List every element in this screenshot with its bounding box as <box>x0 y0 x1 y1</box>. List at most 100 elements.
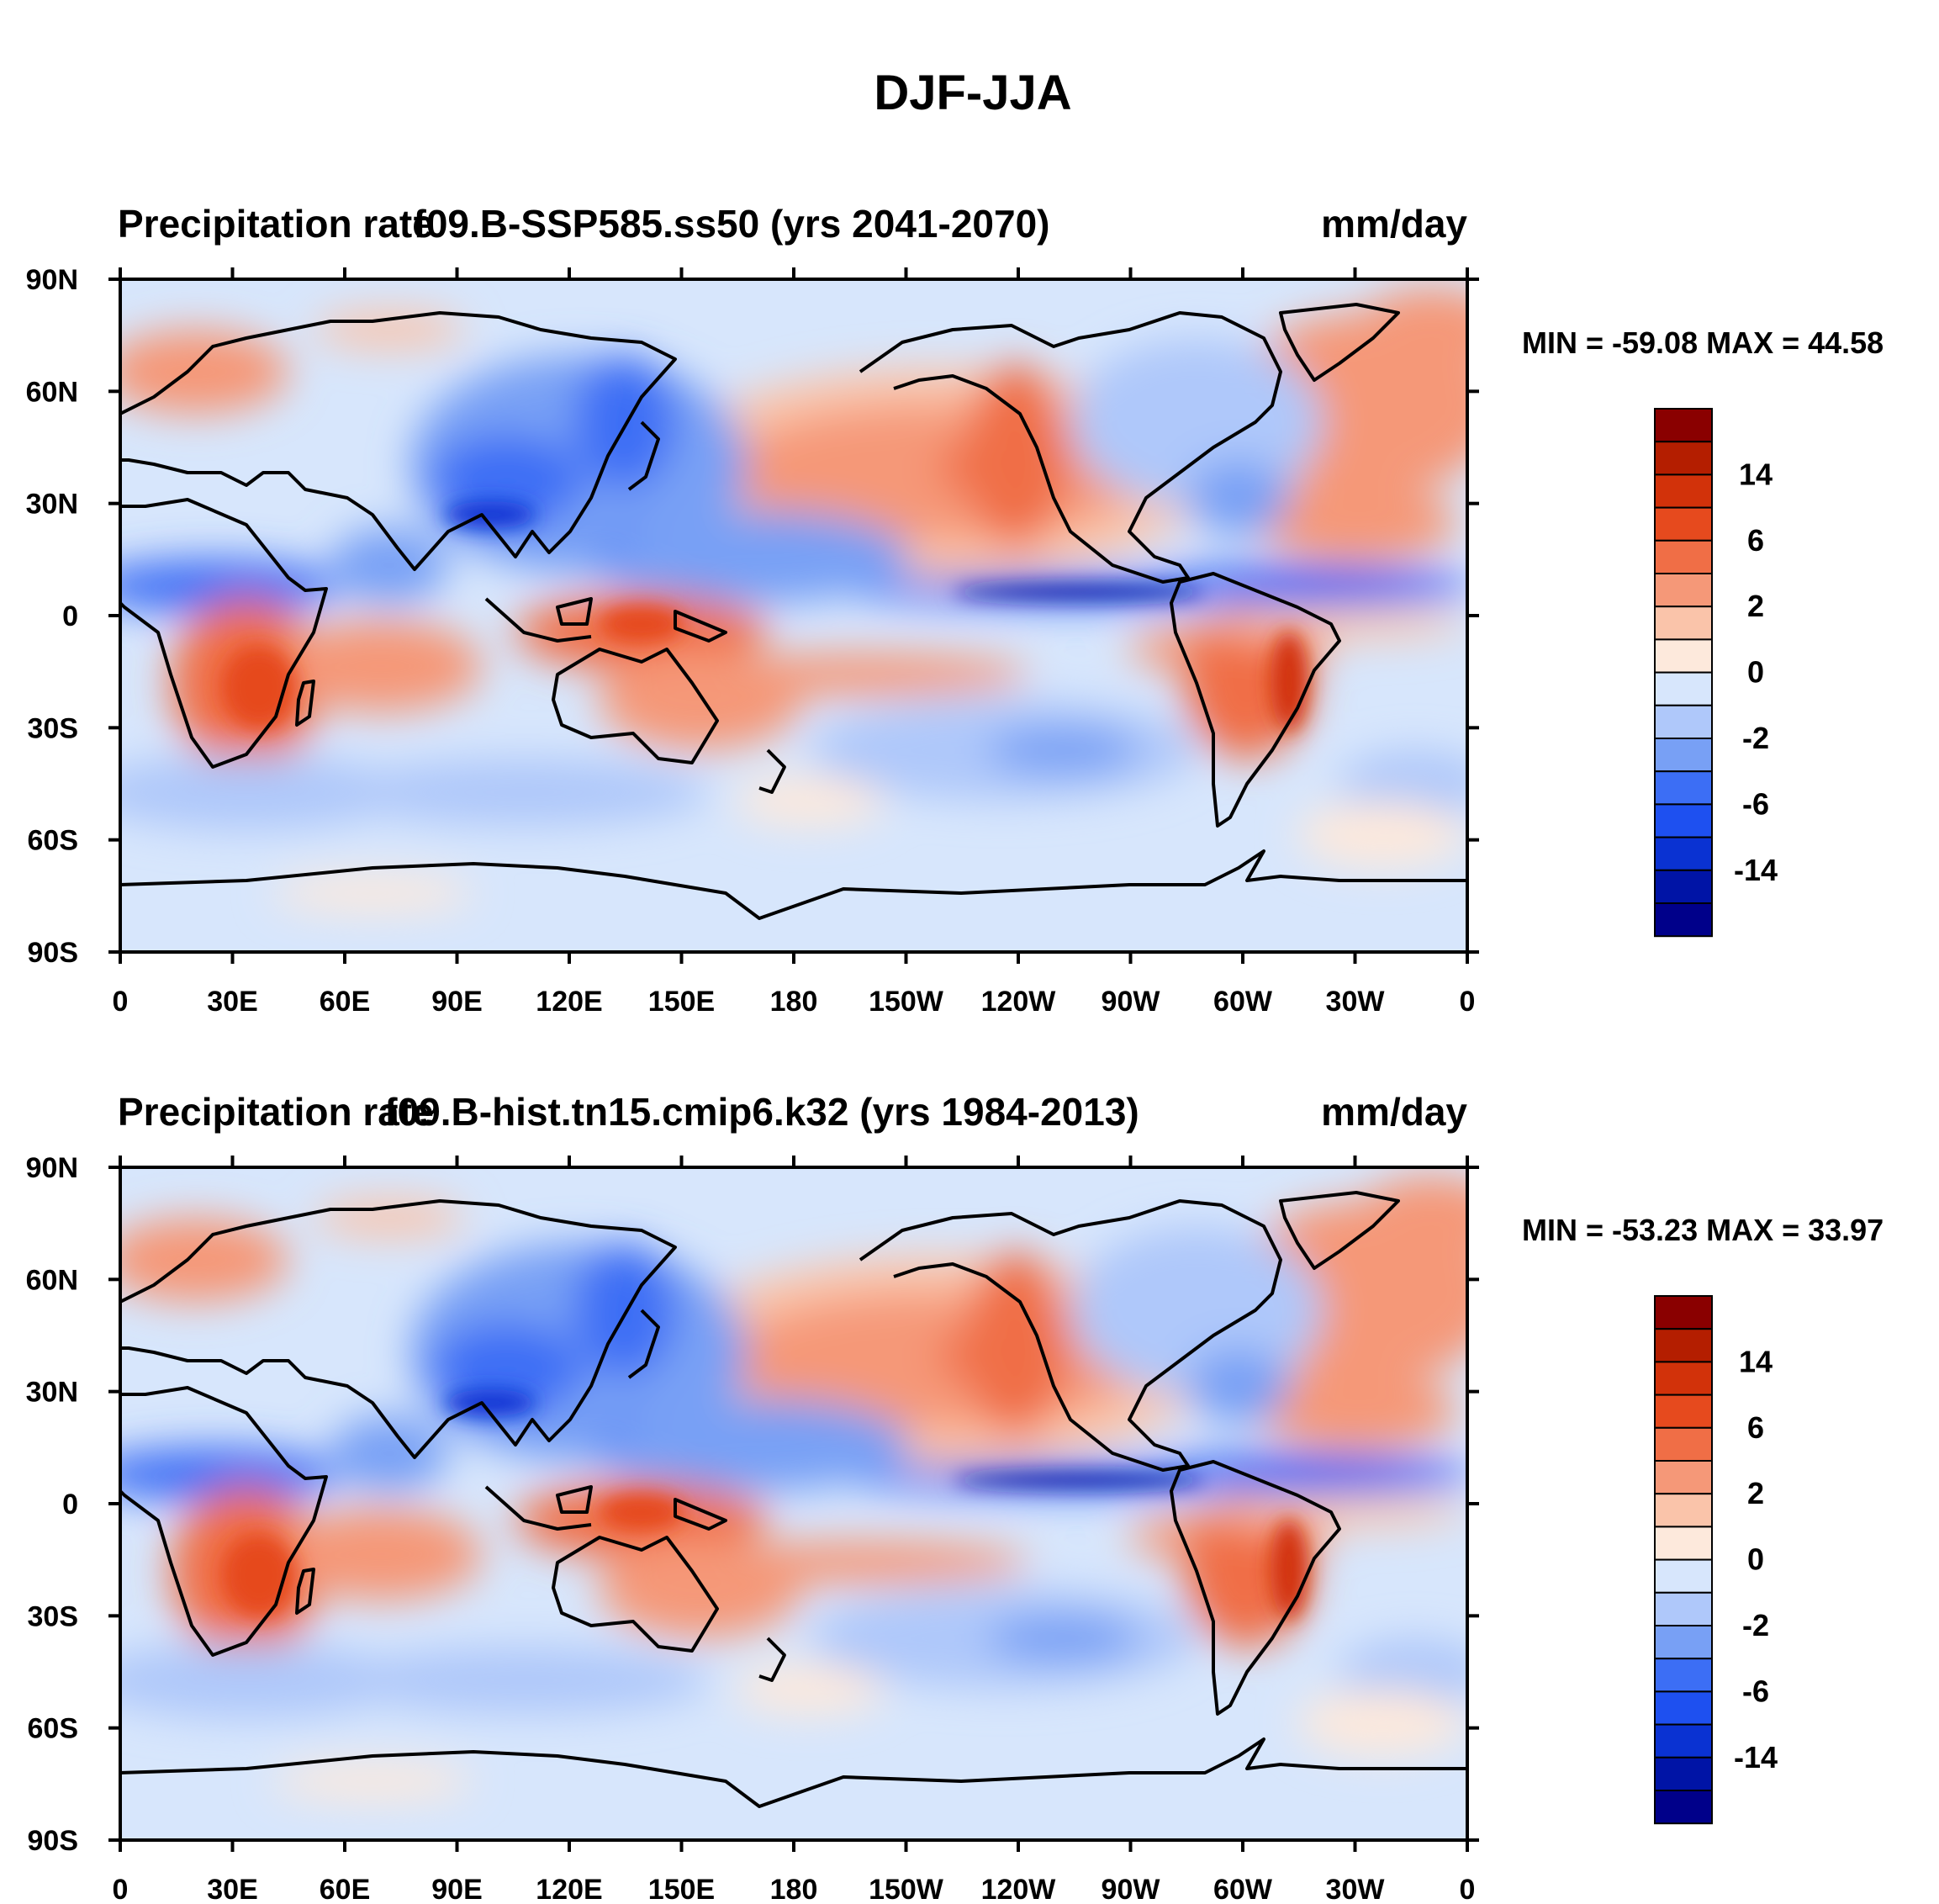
lon-label-top: 30E <box>207 986 258 1018</box>
colorbar-label-bottom: 6 <box>1747 1410 1764 1445</box>
lon-label-bottom: 150W <box>869 1874 944 1904</box>
lat-label-bottom: 90N <box>26 1152 78 1184</box>
lat-label-top: 0 <box>62 600 78 632</box>
lon-label-top: 150E <box>648 986 715 1018</box>
lon-label-bottom: 60W <box>1213 1874 1273 1904</box>
lat-axis-top: 90N 60N 30N 0 30S 60S 90S <box>26 264 1479 969</box>
lat-label-top: 90S <box>28 937 79 969</box>
lat-axis-bottom: 90N 60N 30N 0 30S 60S 90S <box>26 1152 1479 1857</box>
map-panel-top: Precipitation rate f09.B-SSP585.ss50 (yr… <box>26 202 1884 1018</box>
lon-label-top: 60E <box>320 986 371 1018</box>
lat-label-bottom: 60S <box>28 1713 79 1745</box>
colorbar-box-top <box>1654 606 1713 641</box>
colorbar-top: -14 -6 -2 0 2 6 14 <box>1654 408 1778 938</box>
colorbar-box-top <box>1654 738 1713 773</box>
colorbar-box-top <box>1654 539 1713 574</box>
colorbar-box-bottom <box>1654 1460 1713 1495</box>
lon-label-bottom: 90E <box>431 1874 483 1904</box>
colorbar-label-top: 14 <box>1739 457 1773 491</box>
colorbar-label-bottom: 2 <box>1747 1476 1764 1510</box>
colorbar-box-bottom <box>1654 1295 1713 1330</box>
colorbar-box-bottom <box>1654 1361 1713 1396</box>
figure-title: DJF-JJA <box>874 66 1071 120</box>
lon-label-top: 90W <box>1102 986 1161 1018</box>
lon-label-bottom: 30E <box>207 1874 258 1904</box>
colorbar-label-bottom: -6 <box>1742 1674 1769 1708</box>
colorbar-label-bottom: 0 <box>1747 1542 1764 1577</box>
panel-bottom-left-title: Precipitation rate <box>118 1090 434 1134</box>
colorbar-label-bottom: -2 <box>1742 1608 1769 1642</box>
colorbar-box-bottom <box>1654 1493 1713 1528</box>
lon-label-top: 150W <box>869 986 944 1018</box>
lon-label-top: 30W <box>1326 986 1386 1018</box>
colorbar-label-top: -14 <box>1734 853 1778 887</box>
panel-top-stats: MIN = -59.08 MAX = 44.58 <box>1522 325 1884 360</box>
panel-bottom-units: mm/day <box>1321 1090 1467 1134</box>
lon-label-bottom: 180 <box>770 1874 818 1904</box>
colorbar-box-bottom <box>1654 1526 1713 1561</box>
colorbar-label-top: -2 <box>1742 721 1769 755</box>
colorbar-box-top <box>1654 638 1713 674</box>
map-field-top <box>87 279 1508 952</box>
colorbar-label-top: 0 <box>1747 655 1764 690</box>
colorbar-label-bottom: 14 <box>1739 1344 1773 1378</box>
lon-label-bottom: 150E <box>648 1874 715 1904</box>
colorbar-box-top <box>1654 573 1713 608</box>
map-field-bottom <box>87 1167 1508 1840</box>
lon-label-top: 180 <box>770 986 818 1018</box>
colorbar-bottom: -14 -6 -2 0 2 6 14 <box>1654 1295 1778 1825</box>
colorbar-box-top <box>1654 869 1713 905</box>
colorbar-box-top <box>1654 473 1713 509</box>
lat-label-bottom: 90S <box>28 1825 79 1857</box>
lon-label-bottom: 0 <box>1460 1874 1476 1904</box>
colorbar-box-bottom <box>1654 1625 1713 1660</box>
panel-top-center-title: f09.B-SSP585.ss50 (yrs 2041-2070) <box>414 202 1050 246</box>
lat-label-top: 60S <box>28 825 79 857</box>
lat-label-bottom: 30N <box>26 1377 78 1409</box>
panel-top-units: mm/day <box>1321 202 1467 246</box>
lon-label-top: 60W <box>1213 986 1273 1018</box>
lon-label-top: 90E <box>431 986 483 1018</box>
lon-label-bottom: 90W <box>1102 1874 1161 1904</box>
colorbar-box-top <box>1654 441 1713 476</box>
lon-label-bottom: 30W <box>1326 1874 1386 1904</box>
lon-label-top: 120W <box>981 986 1057 1018</box>
colorbar-box-top <box>1654 836 1713 871</box>
map-panel-bottom: Precipitation rate f09.B-hist.tn15.cmip6… <box>26 1090 1884 1904</box>
colorbar-box-top <box>1654 408 1713 443</box>
lat-label-top: 30S <box>28 712 79 744</box>
colorbar-label-bottom: -14 <box>1734 1740 1778 1774</box>
lon-label-bottom: 60E <box>320 1874 371 1904</box>
colorbar-label-top: -6 <box>1742 786 1769 821</box>
panel-bottom-stats: MIN = -53.23 MAX = 33.97 <box>1522 1213 1884 1247</box>
colorbar-box-top <box>1654 770 1713 806</box>
colorbar-box-bottom <box>1654 1426 1713 1462</box>
lat-label-top: 60N <box>26 376 78 408</box>
lat-label-bottom: 60N <box>26 1264 78 1296</box>
colorbar-box-bottom <box>1654 1756 1713 1792</box>
colorbar-box-bottom <box>1654 1723 1713 1759</box>
panel-top-left-title: Precipitation rate <box>118 202 434 246</box>
colorbar-box-bottom <box>1654 1790 1713 1825</box>
colorbar-label-top: 2 <box>1747 589 1764 623</box>
colorbar-box-bottom <box>1654 1394 1713 1429</box>
colorbar-box-top <box>1654 803 1713 838</box>
colorbar-box-bottom <box>1654 1328 1713 1363</box>
colorbar-box-bottom <box>1654 1690 1713 1726</box>
lon-axis-bottom: 0 30E 60E 90E 120E 150E 180 150W 120W 90W 60W 30W 0 <box>113 1156 1476 1904</box>
lon-label-bottom: 0 <box>113 1874 129 1904</box>
colorbar-box-bottom <box>1654 1658 1713 1693</box>
colorbar-label-top: 6 <box>1747 523 1764 558</box>
lon-label-bottom: 120E <box>536 1874 602 1904</box>
lon-label-top: 120E <box>536 986 602 1018</box>
lon-label-top: 0 <box>1460 986 1476 1018</box>
lat-label-top: 30N <box>26 489 78 521</box>
panel-bottom-center-title: f09.B-hist.tn15.cmip6.k32 (yrs 1984-2013… <box>384 1090 1139 1134</box>
lat-label-bottom: 30S <box>28 1600 79 1632</box>
colorbar-box-top <box>1654 506 1713 542</box>
colorbar-box-top <box>1654 671 1713 706</box>
lat-label-bottom: 0 <box>62 1489 78 1521</box>
lon-axis-top: 0 30E 60E 90E 120E 150E 180 150W 120W 90W 60W 30W 0 <box>113 267 1476 1018</box>
lon-label-bottom: 120W <box>981 1874 1057 1904</box>
